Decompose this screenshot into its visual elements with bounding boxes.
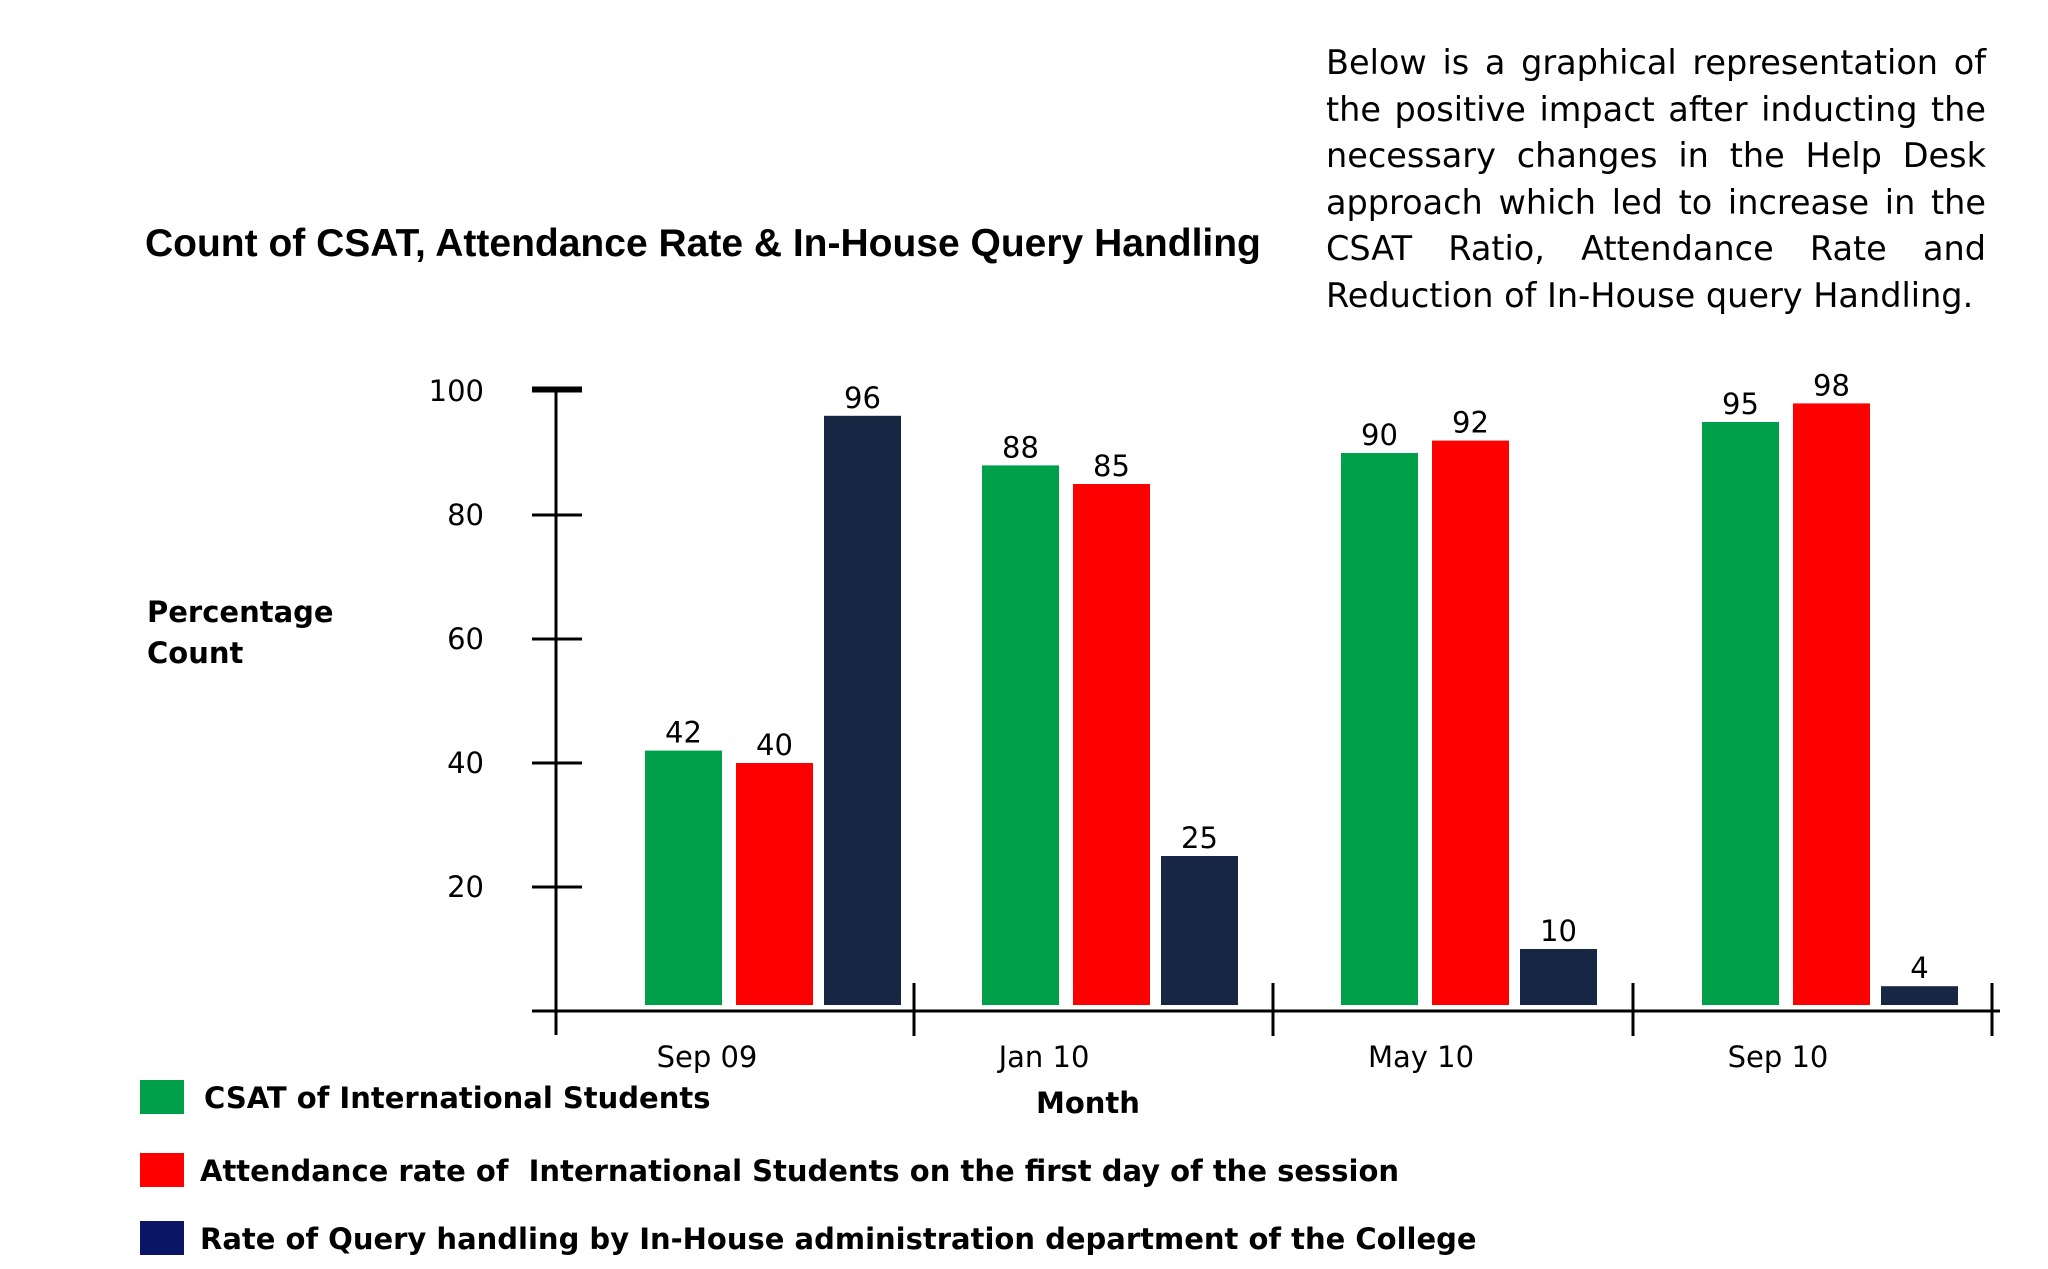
bar-2 xyxy=(736,763,813,1005)
x-tick-label: Jan 10 xyxy=(997,1040,1090,1074)
bar-value-label: 95 xyxy=(1722,387,1759,421)
legend-label: CSAT of International Students xyxy=(204,1081,711,1115)
y-tick-label: 80 xyxy=(447,498,484,532)
x-tick-label: Sep 09 xyxy=(657,1040,758,1074)
bar-3 xyxy=(1881,986,1958,1005)
bar-3 xyxy=(1520,949,1597,1005)
bar-1 xyxy=(982,465,1059,1005)
y-tick-label: 20 xyxy=(447,870,484,904)
bar-value-label: 85 xyxy=(1093,449,1130,483)
bar-value-label: 88 xyxy=(1002,430,1039,464)
legend-label: Rate of Query handling by In-House admin… xyxy=(200,1222,1477,1256)
bar-value-label: 92 xyxy=(1452,406,1489,440)
legend-swatch xyxy=(140,1153,184,1187)
chart-title: Count of CSAT, Attendance Rate & In-Hous… xyxy=(145,222,1261,265)
bar-1 xyxy=(1702,422,1779,1005)
y-tick-label: 60 xyxy=(447,622,484,656)
y-axis-label: Percentage Count xyxy=(147,595,334,670)
y-tick-label: 40 xyxy=(447,746,484,780)
y-tick-label: 100 xyxy=(429,374,484,408)
bar-1 xyxy=(645,750,722,1005)
bar-2 xyxy=(1073,484,1150,1005)
bar-value-label: 4 xyxy=(1910,951,1928,985)
x-axis-label: Month xyxy=(1036,1086,1140,1120)
description-text: Below is a graphical representation of t… xyxy=(1326,43,1986,315)
bar-value-label: 96 xyxy=(844,381,881,415)
bar-value-label: 10 xyxy=(1540,914,1577,948)
bar-value-label: 98 xyxy=(1813,368,1850,402)
bar-3 xyxy=(824,415,901,1005)
bar-2 xyxy=(1432,440,1509,1006)
bar-2 xyxy=(1793,403,1870,1005)
bar-value-label: 25 xyxy=(1181,821,1218,855)
bar-3 xyxy=(1161,856,1238,1005)
x-tick-label: May 10 xyxy=(1368,1040,1474,1074)
legend-label: Attendance rate of International Student… xyxy=(200,1154,1400,1188)
x-tick-label: Sep 10 xyxy=(1728,1040,1829,1074)
bar-1 xyxy=(1341,453,1418,1005)
bar-value-label: 42 xyxy=(665,716,702,750)
bar-value-label: 40 xyxy=(756,728,793,762)
bar-value-label: 90 xyxy=(1361,418,1398,452)
legend-swatch xyxy=(140,1080,184,1114)
legend-swatch xyxy=(140,1221,184,1255)
